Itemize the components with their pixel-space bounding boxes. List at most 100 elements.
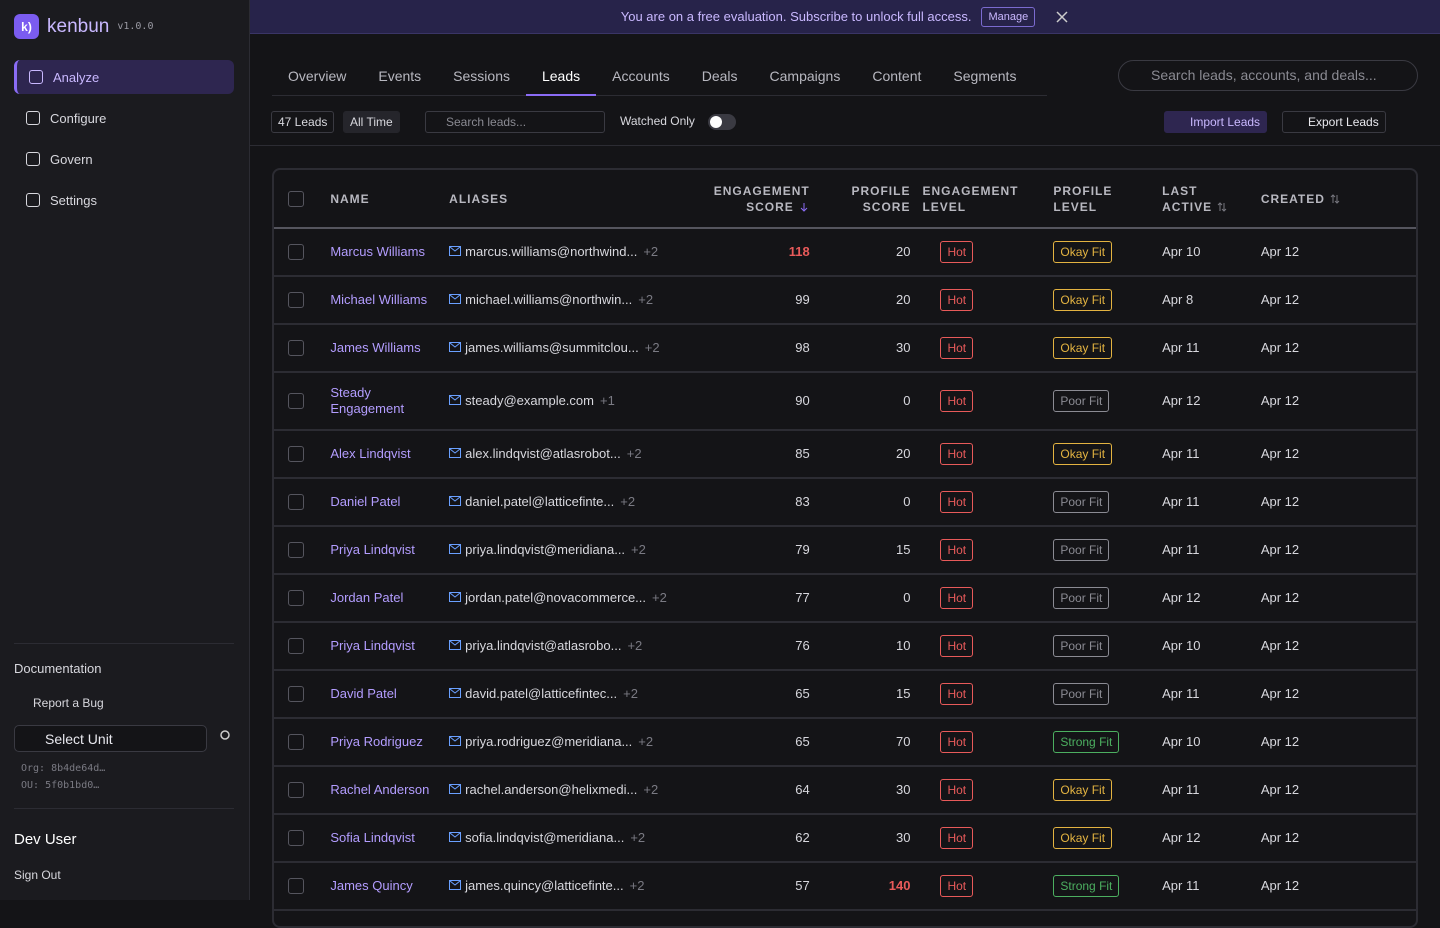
engagement-cell: Hot	[916, 372, 1048, 431]
lead-name[interactable]: James Quincy	[324, 862, 444, 911]
checkbox[interactable]	[288, 292, 304, 308]
docs-link[interactable]: Documentation	[14, 661, 102, 676]
profile-level: Poor Fit	[1053, 390, 1110, 412]
column-label: ENGAGEMENT SCORE	[713, 183, 810, 214]
profile-cell: Poor Fit	[1047, 526, 1157, 575]
sort-icon[interactable]	[1216, 201, 1228, 213]
lead-row[interactable]: Rachel Anderson rachel.anderson@helixmedi…	[274, 766, 1416, 815]
created: Apr 12	[1254, 478, 1416, 527]
engagement-level: Hot	[940, 827, 974, 849]
lead-name[interactable]: Priya Lindqvist	[324, 526, 444, 575]
nav-item[interactable]: Configure	[14, 101, 234, 135]
created: Apr 12	[1254, 430, 1416, 479]
aliases: sofia.lindqvist@meridiana... +2	[443, 814, 695, 863]
import-button[interactable]: Import Leads	[1164, 111, 1268, 133]
profile-cell: Poor Fit	[1047, 372, 1157, 431]
checkbox[interactable]	[288, 190, 304, 207]
lead-row[interactable]: James Quincy james.quincy@latticefinte...…	[274, 862, 1416, 911]
lead-row[interactable]: Priya Lindqvist priya.lindqvist@atlasrobo…	[274, 622, 1416, 671]
lead-row[interactable]: Priya Lindqvist priya.lindqvist@meridiana…	[274, 526, 1416, 575]
banner-text: You are on a free evaluation. Subscribe …	[620, 9, 972, 24]
close-banner[interactable]	[1055, 10, 1069, 24]
unit-select[interactable]: Select Unit	[14, 725, 207, 752]
lead-name[interactable]: Priya Lindqvist	[324, 622, 444, 671]
profile-cell: Poor Fit	[1047, 622, 1157, 671]
lead-row[interactable]: Jordan Patel jordan.patel@novacommerce...…	[274, 574, 1416, 623]
checkbox[interactable]	[288, 686, 304, 702]
sort-icon[interactable]	[798, 201, 810, 213]
lead-row[interactable]: Sofia Lindqvist sofia.lindqvist@meridiana…	[274, 814, 1416, 863]
engagement-score: 118	[694, 228, 816, 277]
lead-row[interactable]: Alex Lindqvist alex.lindqvist@atlasrobot.…	[274, 430, 1416, 479]
created: Apr 12	[1254, 622, 1416, 671]
user-name: Dev User	[14, 831, 77, 848]
created: Apr 12	[1254, 276, 1416, 325]
lead-name[interactable]: James Williams	[324, 324, 444, 373]
tab[interactable]: Content	[872, 68, 922, 84]
global-search[interactable]: Search leads, accounts, and deals...	[1118, 60, 1418, 91]
lead-row[interactable]: David Patel david.patel@latticefintec... +…	[274, 670, 1416, 719]
checkbox[interactable]	[288, 878, 304, 894]
lead-name[interactable]: Priya Rodriguez	[324, 718, 444, 767]
manage-button[interactable]: Manage	[981, 6, 1036, 27]
lead-row[interactable]: Steady Engagement steady@example.com +1 90 0…	[274, 372, 1416, 431]
watched-toggle[interactable]	[708, 114, 736, 130]
last-active: Apr 11	[1156, 478, 1255, 527]
lead-row[interactable]: Michael Williams michael.williams@northwi…	[274, 276, 1416, 325]
theme-toggle[interactable]	[216, 726, 234, 744]
lead-name[interactable]: Daniel Patel	[324, 478, 444, 527]
report-bug[interactable]: Report a Bug	[33, 696, 104, 710]
profile-score: 20	[815, 276, 917, 325]
lead-name[interactable]: Marcus Williams	[324, 228, 444, 277]
page: kenbun {"sidebar":{"brand":"kenbun","ver…	[14, 0, 1440, 928]
checkbox[interactable]	[288, 446, 304, 462]
tab[interactable]: Segments	[953, 68, 1017, 84]
lead-row[interactable]: Priya Rodriguez priya.rodriguez@meridiana…	[274, 718, 1416, 767]
lead-name[interactable]: Michael Williams	[324, 276, 444, 325]
checkbox[interactable]	[288, 830, 304, 846]
sign-out[interactable]: Sign Out	[14, 868, 61, 882]
lead-row[interactable]: James Williams james.williams@summitclou.…	[274, 324, 1416, 373]
aliases: alex.lindqvist@atlasrobot... +2	[443, 430, 695, 479]
lead-name[interactable]: Jordan Patel	[324, 574, 444, 623]
engagement-score: 65	[694, 670, 816, 719]
tab[interactable]: Overview	[288, 68, 347, 84]
lead-name[interactable]: David Patel	[324, 670, 444, 719]
tab[interactable]: Accounts	[612, 68, 670, 84]
lead-name[interactable]: Alex Lindqvist	[324, 430, 444, 479]
select-cell	[274, 670, 325, 719]
profile-score: 30	[815, 814, 917, 863]
checkbox[interactable]	[288, 494, 304, 510]
engagement-level: Hot	[940, 587, 974, 609]
nav-item[interactable]: Settings	[14, 183, 234, 217]
checkbox[interactable]	[288, 782, 304, 798]
tab[interactable]: Events	[378, 68, 422, 84]
engagement-score: 90	[694, 372, 816, 431]
lead-row[interactable]: Marcus Williams marcus.williams@northwind…	[274, 228, 1416, 277]
export-button[interactable]: Export Leads	[1282, 111, 1386, 133]
checkbox[interactable]	[288, 734, 304, 750]
checkbox[interactable]	[288, 244, 304, 260]
column-label: PROFILE LEVEL	[1053, 183, 1113, 214]
alias-extra: +2	[631, 542, 646, 557]
sort-icon[interactable]	[1329, 193, 1341, 205]
nav-item[interactable]: Govern	[14, 142, 234, 176]
checkbox[interactable]	[288, 340, 304, 356]
range-select[interactable]: All Time	[343, 111, 400, 133]
alias-email: michael.williams@northwin...	[465, 292, 633, 307]
nav-item[interactable]: Analyze	[14, 60, 234, 94]
lead-name[interactable]: Rachel Anderson	[324, 766, 444, 815]
tab[interactable]: Campaigns	[769, 68, 841, 84]
lead-row[interactable]: Daniel Patel daniel.patel@latticefinte...…	[274, 478, 1416, 527]
checkbox[interactable]	[288, 542, 304, 558]
profile-cell: Okay Fit	[1047, 276, 1157, 325]
lead-search[interactable]: Search leads...	[425, 111, 605, 133]
lead-name[interactable]: Steady Engagement	[324, 372, 444, 431]
tab[interactable]: Leads	[525, 62, 597, 96]
checkbox[interactable]	[288, 638, 304, 654]
checkbox[interactable]	[288, 590, 304, 606]
checkbox[interactable]	[288, 393, 304, 409]
tab[interactable]: Sessions	[453, 68, 510, 84]
tab[interactable]: Deals	[701, 68, 738, 84]
lead-name[interactable]: Sofia Lindqvist	[324, 814, 444, 863]
